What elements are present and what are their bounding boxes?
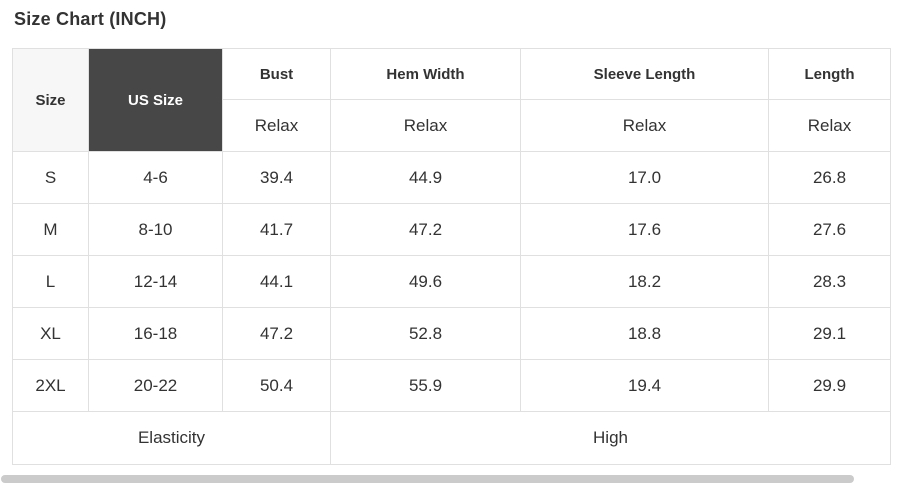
cell-bust: 47.2 [222, 307, 331, 360]
column-header-hem-width: Hem Width [330, 48, 521, 100]
table-row-l: L 12-14 44.1 49.6 18.2 28.3 [12, 255, 891, 308]
size-chart-table: Size US Size Bust Hem Width Sleeve Lengt… [12, 48, 891, 465]
cell-size: M [12, 203, 89, 256]
cell-hem-width: 44.9 [330, 151, 521, 204]
cell-us-size: 4-6 [88, 151, 223, 204]
column-header-size: Size [12, 48, 89, 152]
column-header-sleeve-length: Sleeve Length [520, 48, 769, 100]
elasticity-value-cell: High [330, 411, 891, 465]
fit-type-cell-length: Relax [768, 99, 891, 152]
fit-type-cell-hem-width: Relax [330, 99, 521, 152]
cell-size: L [12, 255, 89, 308]
column-header-length: Length [768, 48, 891, 100]
cell-hem-width: 55.9 [330, 359, 521, 412]
cell-us-size: 20-22 [88, 359, 223, 412]
cell-length: 28.3 [768, 255, 891, 308]
cell-size: 2XL [12, 359, 89, 412]
cell-length: 26.8 [768, 151, 891, 204]
header-row-labels: Size US Size Bust Hem Width Sleeve Lengt… [12, 48, 891, 152]
cell-us-size: 8-10 [88, 203, 223, 256]
elasticity-row: Elasticity High [12, 411, 891, 465]
table-row-2xl: 2XL 20-22 50.4 55.9 19.4 29.9 [12, 359, 891, 412]
cell-sleeve-length: 17.0 [520, 151, 769, 204]
horizontal-scrollbar-thumb[interactable] [1, 475, 854, 483]
table-row-s: S 4-6 39.4 44.9 17.0 26.8 [12, 151, 891, 204]
cell-length: 29.9 [768, 359, 891, 412]
cell-sleeve-length: 19.4 [520, 359, 769, 412]
cell-bust: 44.1 [222, 255, 331, 308]
fit-type-cell-sleeve-length: Relax [520, 99, 769, 152]
cell-size: S [12, 151, 89, 204]
cell-bust: 41.7 [222, 203, 331, 256]
page-title: Size Chart (INCH) [14, 9, 167, 29]
cell-hem-width: 52.8 [330, 307, 521, 360]
header-row-fit-type: Relax Relax Relax Relax [13, 99, 891, 152]
elasticity-label-cell: Elasticity [12, 411, 331, 465]
cell-bust: 39.4 [222, 151, 331, 204]
cell-sleeve-length: 17.6 [520, 203, 769, 256]
cell-us-size: 16-18 [88, 307, 223, 360]
cell-length: 27.6 [768, 203, 891, 256]
column-header-us-size: US Size [88, 48, 223, 152]
table-row-m: M 8-10 41.7 47.2 17.6 27.6 [12, 203, 891, 256]
cell-hem-width: 49.6 [330, 255, 521, 308]
cell-sleeve-length: 18.2 [520, 255, 769, 308]
cell-sleeve-length: 18.8 [520, 307, 769, 360]
column-header-bust: Bust [222, 48, 331, 100]
cell-length: 29.1 [768, 307, 891, 360]
fit-type-cell-bust: Relax [222, 99, 331, 152]
table-row-xl: XL 16-18 47.2 52.8 18.8 29.1 [12, 307, 891, 360]
cell-size: XL [12, 307, 89, 360]
cell-bust: 50.4 [222, 359, 331, 412]
cell-us-size: 12-14 [88, 255, 223, 308]
cell-hem-width: 47.2 [330, 203, 521, 256]
